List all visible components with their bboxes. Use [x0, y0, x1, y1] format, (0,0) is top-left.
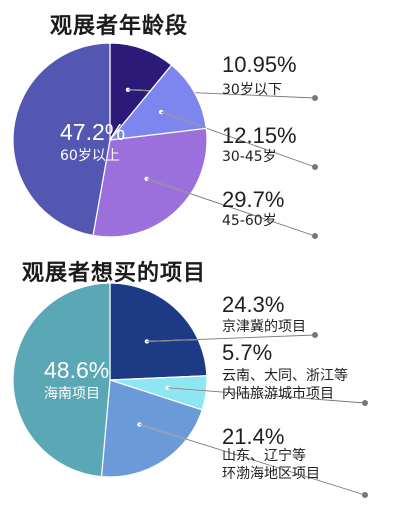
chart-1-slice-1	[109, 42, 173, 142]
chart-1-slice-3-value: 29.7%	[222, 187, 284, 212]
chart-1-slice-2	[108, 64, 207, 141]
chart-2-slice-3-label-line-2: 环渤海地区项目	[222, 466, 320, 482]
chart-2-title: 观展者想买的项目	[22, 261, 207, 286]
chart-1-title: 观展者年龄段	[50, 14, 189, 39]
chart-2-slice-3-endpoint	[362, 492, 368, 498]
chart-1-slice-4-value: 47.2%	[60, 119, 125, 145]
chart-2-slice-2-endpoint	[362, 400, 368, 406]
chart-1-slice-1-label: 30岁以下	[222, 82, 282, 98]
chart-2-slice-1-value: 24.3%	[222, 292, 284, 317]
chart-2-slice-2-label-line-1: 云南、大同、浙江等	[222, 367, 348, 384]
chart-1-slice-3-leader	[146, 178, 316, 237]
chart-2-slice-1-leader	[146, 334, 316, 342]
chart-2-slice-2-value: 5.7%	[222, 340, 272, 365]
chart-1-slice-3	[92, 127, 208, 238]
chart-1-slice-1-endpoint	[312, 95, 318, 101]
chart-1-slice-1-value: 10.95%	[222, 52, 297, 77]
chart-1-slice-2-leader	[160, 111, 316, 168]
chart-2-slice-4	[12, 282, 111, 478]
chart-1-slice-4	[12, 42, 111, 237]
chart-2-slice-1	[109, 282, 208, 381]
chart-2-slice-1-label: 京津冀的项目	[222, 319, 306, 335]
chart-2-slice-4-label: 海南项目	[44, 386, 100, 402]
chart-2-slice-2-label-line-2: 内陆旅游城市项目	[222, 385, 334, 402]
chart-2-slice-3-leader	[139, 424, 366, 496]
chart-2-slice-3-label-line-1: 山东、辽宁等	[222, 447, 306, 464]
chart-2-slice-2-leader	[167, 387, 366, 404]
chart-1-slice-3-label: 45-60岁	[222, 213, 277, 229]
chart-2-slice-1-endpoint	[312, 332, 318, 338]
chart-2-slice-4-value: 48.6%	[44, 357, 109, 383]
chart-1-slice-4-label: 60岁以上	[60, 148, 120, 164]
chart-1-slice-2-value: 12.15%	[222, 123, 297, 148]
chart-1-slice-3-endpoint	[312, 233, 318, 239]
chart-2-slice-3-value: 21.4%	[222, 424, 284, 449]
chart-1-slice-1-dot	[125, 87, 131, 92]
chart-1-slice-2-label: 30-45岁	[222, 149, 277, 165]
chart-2-slice-3-dot	[137, 422, 142, 427]
chart-1-slice-2-endpoint	[312, 164, 318, 170]
